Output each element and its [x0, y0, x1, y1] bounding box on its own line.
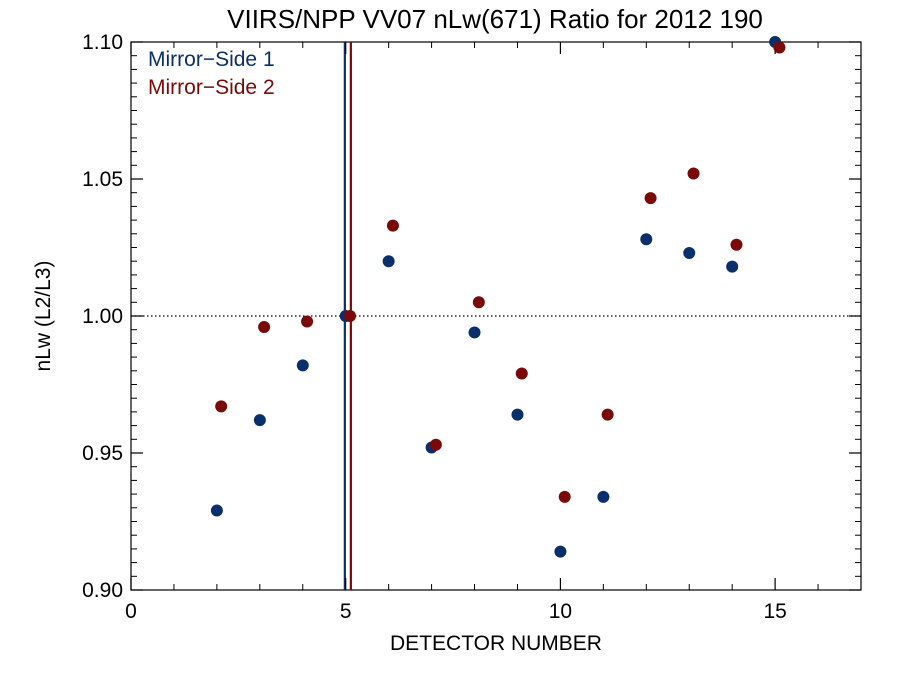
minor-ticks: [131, 42, 861, 590]
x-tick-label: 5: [340, 600, 352, 623]
series-2-point: [386, 219, 399, 232]
series-1-point: [597, 490, 610, 503]
series-2-point: [301, 315, 314, 328]
legend-entry-1: Mirror−Side 1: [148, 48, 275, 71]
y-tick-label: 0.90: [82, 579, 123, 602]
y-tick-label: 0.95: [82, 442, 123, 465]
y-tick-label: 1.10: [82, 31, 123, 54]
x-tick-labels: 0 5 10 15: [125, 600, 787, 623]
series-1-point: [296, 359, 309, 372]
series-1-point: [253, 414, 266, 427]
x-tick-label: 10: [549, 600, 572, 623]
y-tick-label: 1.00: [82, 305, 123, 328]
data-points: [210, 36, 786, 558]
plot-area: [130, 36, 862, 591]
chart-title: VIIRS/NPP VV07 nLw(671) Ratio for 2012 1…: [227, 4, 763, 34]
series-2-point: [773, 41, 786, 54]
series-2-point: [429, 438, 442, 451]
y-axis-label: nLw (L2/L3): [32, 261, 55, 372]
series-2-point: [601, 408, 614, 421]
series-2-point: [558, 490, 571, 503]
series-1-point: [468, 326, 481, 339]
x-tick-label: 0: [125, 600, 137, 623]
series-1-point: [726, 260, 739, 273]
y-tick-labels: 0.90 0.95 1.00 1.05 1.10: [82, 31, 123, 602]
y-tick-label: 1.05: [82, 168, 123, 191]
x-tick-label: 15: [763, 600, 786, 623]
x-axis-label: DETECTOR NUMBER: [390, 632, 602, 655]
series-2-point: [730, 238, 743, 251]
series-2-point: [687, 167, 700, 180]
series-1-point: [683, 246, 696, 259]
series-1-point: [554, 545, 567, 558]
series-1-point: [640, 233, 653, 246]
series-2-point: [344, 310, 356, 322]
series-2-point: [515, 367, 528, 380]
legend-entry-2: Mirror−Side 2: [148, 76, 275, 99]
series-2-point: [215, 400, 228, 413]
series-2-point: [644, 192, 657, 205]
legend: Mirror−Side 1 Mirror−Side 2: [148, 48, 275, 99]
series-1-point: [382, 255, 395, 268]
series-2-point: [258, 320, 271, 333]
reference-lines: [131, 42, 861, 590]
series-1-point: [511, 408, 524, 421]
series-2-point: [472, 296, 485, 309]
series-1-point: [210, 504, 223, 517]
